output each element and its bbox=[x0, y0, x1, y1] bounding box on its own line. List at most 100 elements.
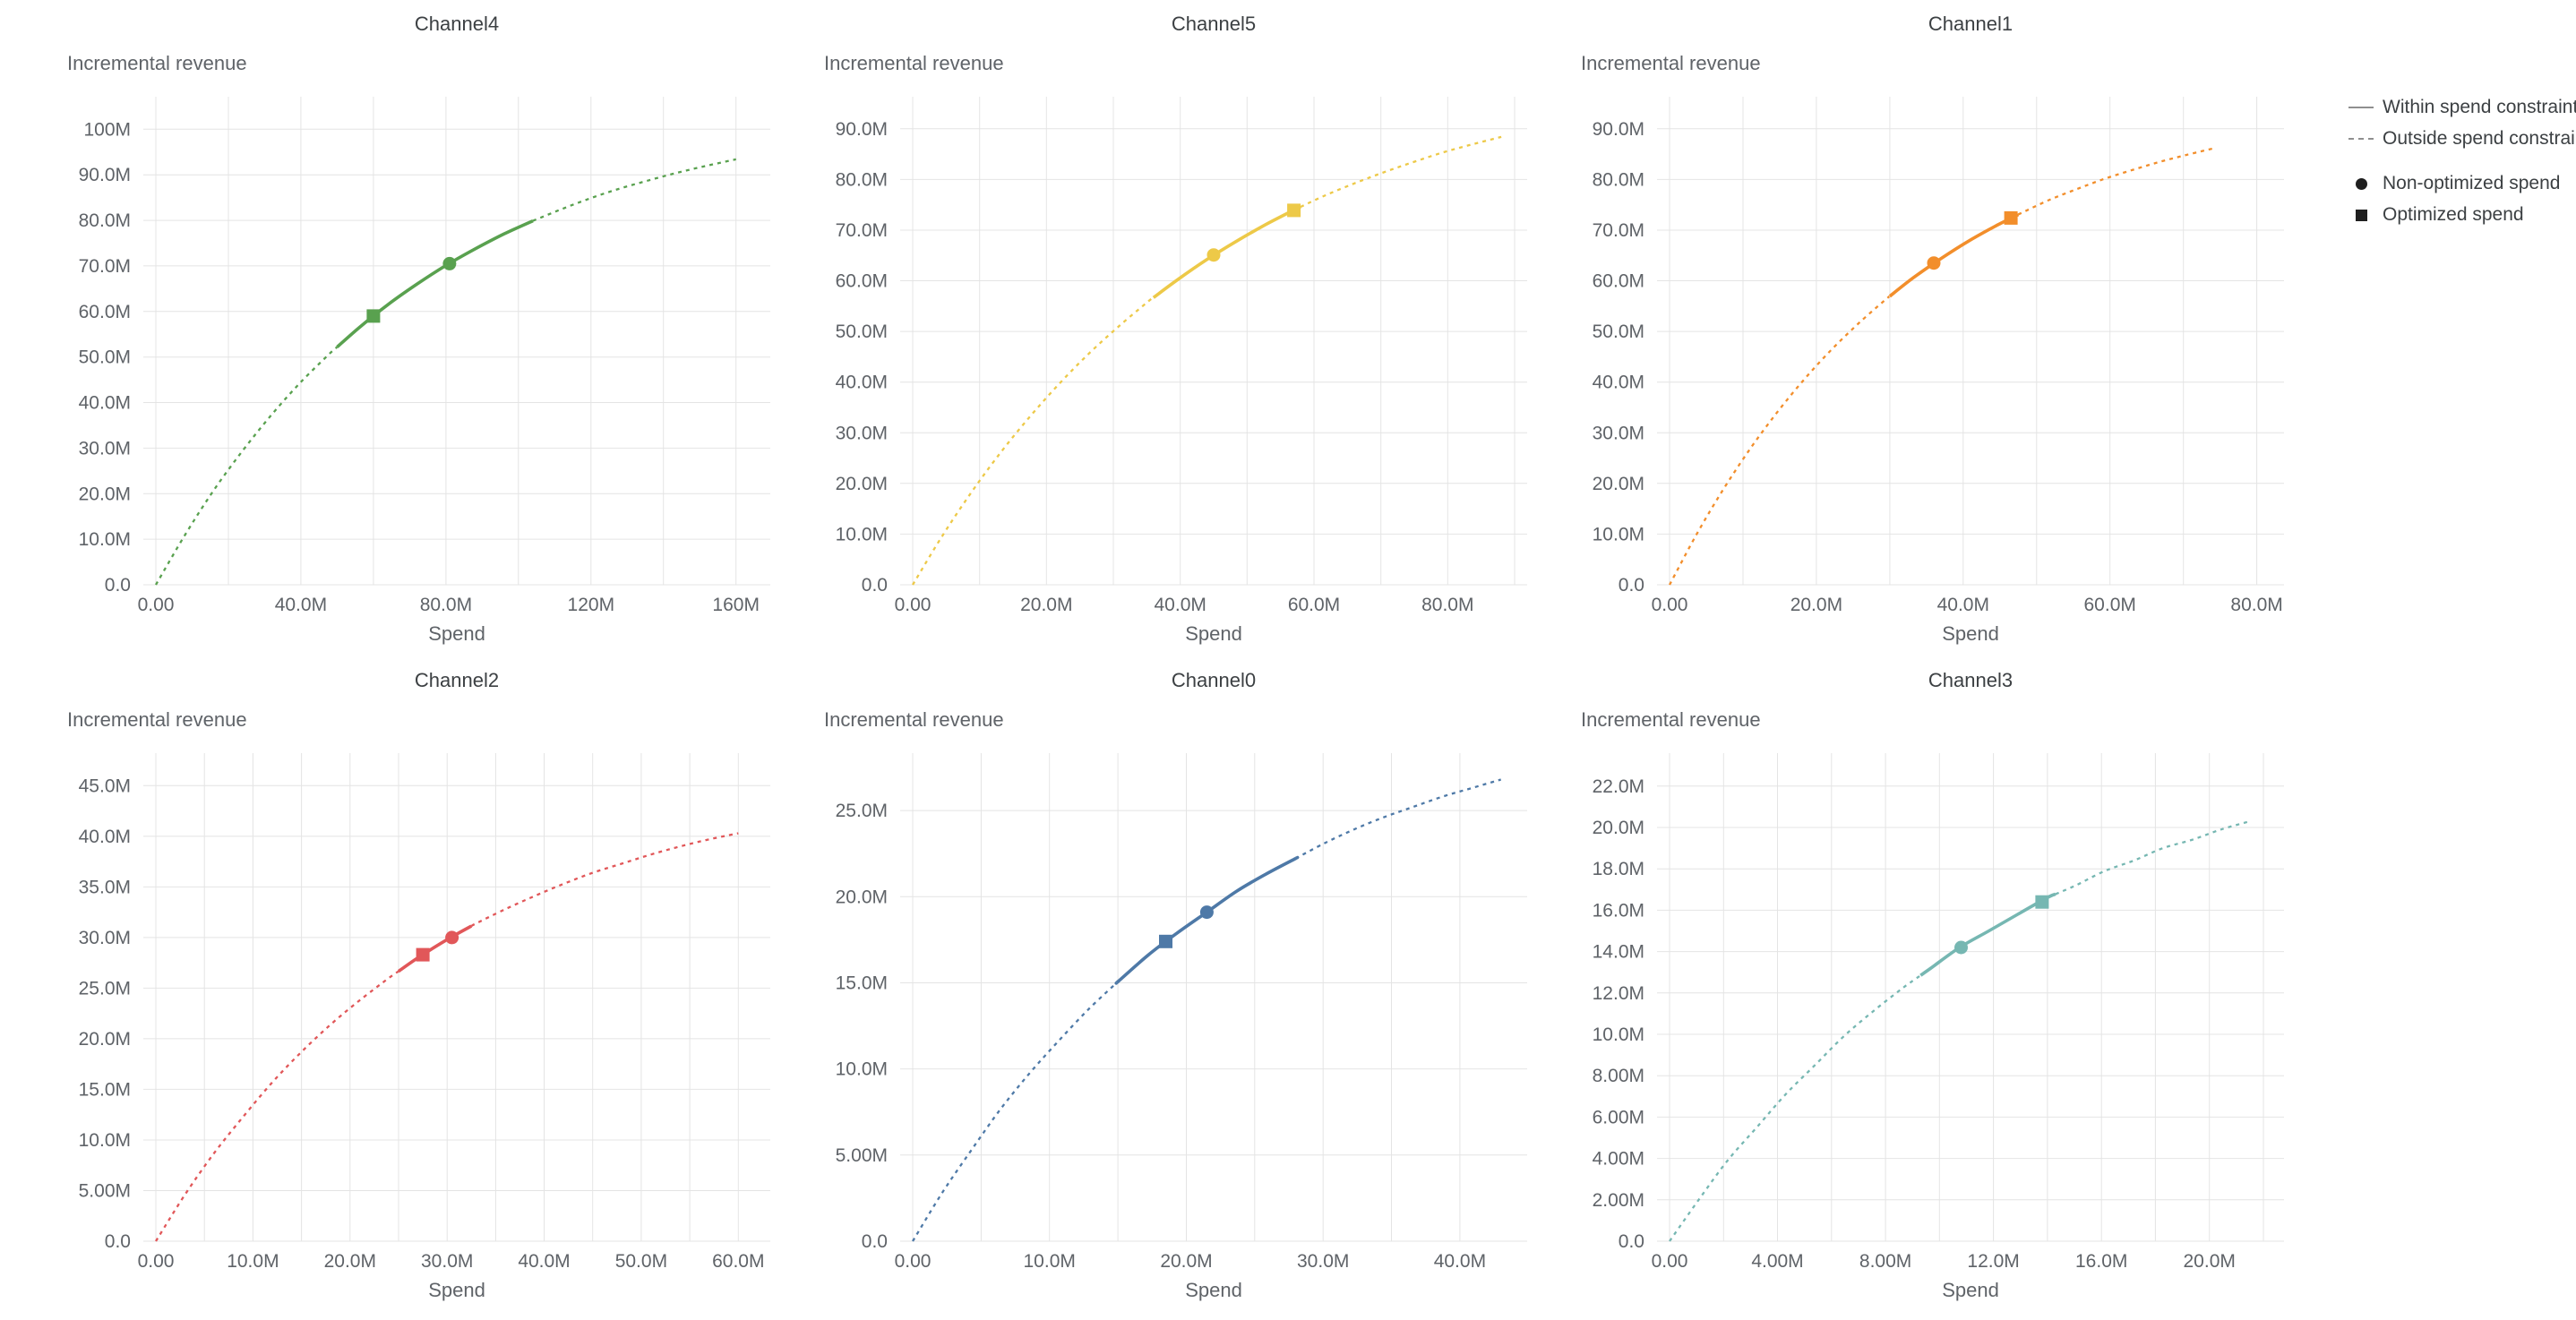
x-tick-label: 80.0M bbox=[2230, 595, 2282, 615]
y-tick-label: 18.0M bbox=[1593, 859, 1644, 879]
curve-outside-constraint-lower bbox=[155, 970, 399, 1242]
charts-row-bottom: 0.0 5.00M 10.0M 15.0M 20.0M 25.0M 30.0M 35.0M 40… bbox=[27, 664, 2576, 1306]
curve-outside-constraint-upper bbox=[1295, 778, 1502, 860]
legend-label: Within spend constraint bbox=[2383, 97, 2576, 117]
y-axis-title: Incremental revenue bbox=[67, 52, 247, 74]
curve-outside-constraint-lower bbox=[155, 346, 339, 586]
y-tick-label: 40.0M bbox=[836, 373, 888, 393]
non-optimized-spend-marker bbox=[442, 256, 457, 270]
non-optimized-spend-marker bbox=[445, 930, 459, 945]
x-tick-label: 4.00M bbox=[1751, 1251, 1803, 1272]
y-tick-label: 50.0M bbox=[1593, 321, 1644, 342]
optimized-spend-marker bbox=[1159, 934, 1172, 948]
x-tick-label: 20.0M bbox=[1020, 595, 1072, 615]
y-tick-label: 40.0M bbox=[79, 827, 131, 847]
legend-label: Non-optimized spend bbox=[2383, 173, 2561, 193]
y-axis-title: Incremental revenue bbox=[1581, 52, 1761, 74]
legend-item-outside-spend-constraint: Outside spend constraint bbox=[2344, 128, 2576, 150]
chart-title: Channel2 bbox=[415, 669, 499, 691]
solid-line-icon bbox=[2344, 107, 2378, 108]
chart-title: Channel1 bbox=[1928, 13, 2013, 35]
y-tick-label: 80.0M bbox=[79, 210, 131, 231]
charts-row-top-wrap: 0.0 10.0M 20.0M 30.0M 40.0M 50.0M 60.0M 70.0M 80… bbox=[27, 7, 2297, 649]
curve-outside-constraint-upper bbox=[2055, 819, 2251, 896]
y-tick-label: 10.0M bbox=[836, 1059, 888, 1080]
y-tick-label: 20.0M bbox=[1593, 818, 1644, 838]
y-tick-label: 0.0 bbox=[1619, 575, 1644, 596]
chart-channel1: 0.0 10.0M 20.0M 30.0M 40.0M 50.0M 60.0M 70.0M 80… bbox=[1541, 7, 2297, 649]
legend-item-within-spend-constraint: Within spend constraint bbox=[2344, 97, 2576, 118]
x-tick-label: 0.00 bbox=[1652, 1251, 1688, 1272]
y-tick-label: 0.0 bbox=[862, 1231, 888, 1252]
curve-outside-constraint-lower bbox=[1669, 974, 1921, 1242]
y-tick-label: 16.0M bbox=[1593, 900, 1644, 921]
y-tick-label: 10.0M bbox=[1593, 524, 1644, 544]
curve-within-constraint bbox=[1152, 205, 1301, 299]
y-tick-label: 4.00M bbox=[1593, 1149, 1644, 1170]
y-tick-label: 20.0M bbox=[1593, 474, 1644, 494]
y-tick-label: 70.0M bbox=[79, 256, 131, 277]
optimized-spend-marker bbox=[1287, 203, 1301, 218]
y-tick-label: 70.0M bbox=[1593, 220, 1644, 241]
x-tick-label: 0.00 bbox=[138, 1251, 175, 1272]
optimized-spend-marker bbox=[416, 947, 430, 962]
chart-canvas-channel4: 0.0 10.0M 20.0M 30.0M 40.0M 50.0M 60.0M 70.0M 80… bbox=[67, 13, 770, 645]
x-tick-label: 40.0M bbox=[518, 1251, 570, 1272]
y-tick-label: 80.0M bbox=[836, 169, 888, 190]
y-tick-label: 30.0M bbox=[836, 423, 888, 443]
y-tick-label: 0.0 bbox=[1619, 1231, 1644, 1252]
chart-title: Channel5 bbox=[1172, 13, 1256, 35]
y-axis-title: Incremental revenue bbox=[67, 708, 247, 731]
chart-channel5: 0.0 10.0M 20.0M 30.0M 40.0M 50.0M 60.0M 70.0M 80… bbox=[784, 7, 1541, 649]
charts-row-top: 0.0 10.0M 20.0M 30.0M 40.0M 50.0M 60.0M 70.0M 80… bbox=[27, 7, 2576, 649]
curve-within-constraint bbox=[336, 219, 534, 348]
chart-canvas-channel2: 0.0 5.00M 10.0M 15.0M 20.0M 25.0M 30.0M 35.0M 40… bbox=[67, 669, 770, 1301]
x-tick-label: 40.0M bbox=[1434, 1251, 1486, 1272]
y-tick-label: 40.0M bbox=[79, 393, 131, 414]
x-tick-label: 10.0M bbox=[227, 1251, 279, 1272]
x-tick-label: 40.0M bbox=[1937, 595, 1989, 615]
legend-label: Outside spend constraint bbox=[2383, 128, 2576, 149]
x-axis-title: Spend bbox=[428, 622, 485, 645]
curve-outside-constraint-upper bbox=[470, 832, 739, 928]
x-tick-label: 40.0M bbox=[275, 595, 327, 615]
chart-title: Channel0 bbox=[1172, 669, 1256, 691]
y-tick-label: 30.0M bbox=[1593, 423, 1644, 443]
y-tick-label: 70.0M bbox=[836, 220, 888, 241]
dashed-line-icon bbox=[2344, 138, 2378, 140]
chart-canvas-channel3: 0.0 2.00M 4.00M 6.00M 8.00M 10.0M 12.0M 14.0M 16… bbox=[1581, 669, 2284, 1301]
y-tick-label: 0.0 bbox=[105, 575, 131, 596]
x-tick-label: 160M bbox=[712, 595, 760, 615]
curve-outside-constraint-lower bbox=[912, 981, 1119, 1242]
chart-canvas-channel0: 0.0 5.00M 10.0M 15.0M 20.0M 25.0M 0.00 10.0M 20.… bbox=[824, 669, 1527, 1301]
chart-channel0: 0.0 5.00M 10.0M 15.0M 20.0M 25.0M 0.00 10.0M 20.… bbox=[784, 664, 1541, 1306]
y-axis-title: Incremental revenue bbox=[824, 52, 1004, 74]
curve-outside-constraint-lower bbox=[1668, 295, 1892, 586]
y-tick-label: 20.0M bbox=[79, 1029, 131, 1050]
y-tick-label: 15.0M bbox=[836, 973, 888, 994]
x-tick-label: 20.0M bbox=[1790, 595, 1842, 615]
y-axis-title: Incremental revenue bbox=[824, 708, 1004, 731]
non-optimized-spend-marker bbox=[1927, 256, 1941, 270]
x-tick-label: 0.00 bbox=[895, 1251, 932, 1272]
optimized-spend-marker bbox=[2004, 210, 2018, 225]
y-tick-label: 60.0M bbox=[79, 302, 131, 322]
y-tick-label: 20.0M bbox=[79, 484, 131, 504]
x-axis-title: Spend bbox=[1942, 1279, 1999, 1301]
x-tick-label: 40.0M bbox=[1155, 595, 1206, 615]
y-tick-label: 15.0M bbox=[79, 1079, 131, 1100]
y-tick-label: 10.0M bbox=[1593, 1024, 1644, 1045]
chart-title: Channel4 bbox=[415, 13, 499, 35]
x-tick-label: 80.0M bbox=[1421, 595, 1473, 615]
x-tick-label: 60.0M bbox=[712, 1251, 764, 1272]
filled-square-icon bbox=[2344, 209, 2378, 221]
x-axis-title: Spend bbox=[428, 1279, 485, 1301]
chart-channel3: 0.0 2.00M 4.00M 6.00M 8.00M 10.0M 12.0M 14.0M 16… bbox=[1541, 664, 2297, 1306]
x-tick-label: 30.0M bbox=[1297, 1251, 1349, 1272]
y-tick-label: 5.00M bbox=[79, 1181, 131, 1202]
x-tick-label: 12.0M bbox=[1967, 1251, 2019, 1272]
y-tick-label: 22.0M bbox=[1593, 776, 1644, 797]
y-tick-label: 30.0M bbox=[79, 438, 131, 459]
x-tick-label: 0.00 bbox=[895, 595, 932, 615]
